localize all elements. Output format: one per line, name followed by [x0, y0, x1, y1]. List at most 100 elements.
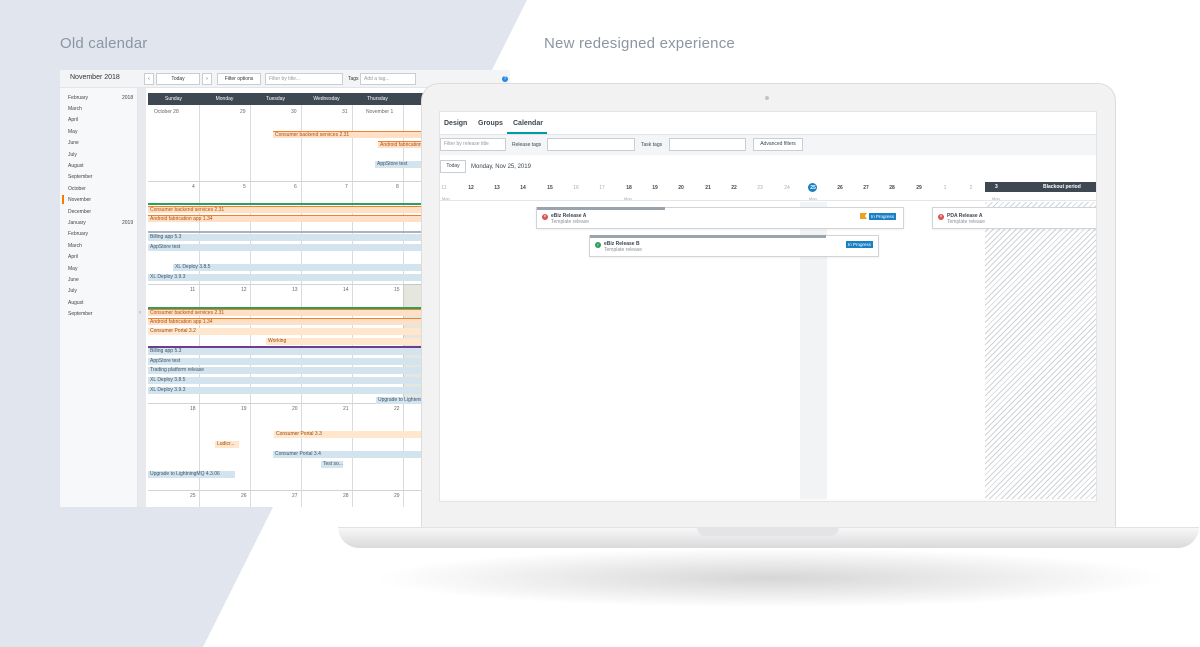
month-title: November 2018	[70, 74, 120, 81]
calendar-event[interactable]: XL Deploy 3.9.3	[148, 274, 510, 281]
task-tags-input[interactable]	[669, 138, 746, 151]
sidebar-month[interactable]: February	[68, 231, 89, 237]
day-number: 25	[190, 493, 196, 499]
day-number: 21	[343, 406, 349, 412]
calendar-event[interactable]: Android fabrication app 1.34	[148, 215, 510, 222]
help-icon[interactable]: ?	[502, 76, 508, 82]
day-number: 28	[343, 493, 349, 499]
calendar-event[interactable]: Working	[266, 338, 510, 345]
tab-divider	[440, 134, 1096, 135]
calendar-event[interactable]: Consumer Portal 3.2	[148, 328, 510, 335]
status-badge: In Progress	[846, 241, 874, 248]
release-title-filter-input[interactable]: Filter by release title	[440, 138, 506, 151]
release-subtitle: Template release	[947, 219, 986, 225]
calendar-event[interactable]: Trading platform release	[148, 367, 510, 374]
week-separator	[148, 490, 510, 491]
filter-options-button[interactable]: Filter options	[217, 73, 261, 85]
sidebar-month[interactable]: January	[68, 220, 86, 226]
sidebar-month[interactable]: September	[68, 174, 93, 180]
calendar-event[interactable]: Billing app 5.3	[148, 348, 510, 355]
day-label: 2	[969, 185, 973, 191]
sidebar-month[interactable]: March	[68, 106, 82, 112]
release-card[interactable]: × PDA Release A Template release	[932, 207, 1096, 229]
release-card[interactable]: ✓ eBiz Release B Template release In Pro…	[589, 235, 879, 257]
calendar-event[interactable]: Consumer backend services 2.31	[273, 131, 510, 138]
sidebar-month[interactable]: June	[68, 277, 79, 283]
calendar-event[interactable]: AppStore test	[148, 244, 510, 251]
today-button[interactable]: Today	[440, 160, 466, 173]
tags-input[interactable]: Add a tag...	[360, 73, 416, 85]
failed-status-icon: ×	[938, 214, 944, 220]
horizontal-scrollbar[interactable]	[440, 499, 1096, 501]
calendar-event[interactable]: Billing app 5.3	[148, 234, 510, 241]
day-label: 27	[863, 185, 869, 191]
week-separator	[148, 181, 510, 182]
sidebar-collapse-handle[interactable]: ‹	[138, 88, 146, 507]
blackout-period-header[interactable]: 3 Blackout period	[985, 182, 1096, 192]
calendar-event[interactable]: Upgrade to LightningMQ 4.3.06	[148, 471, 235, 478]
prev-month-button[interactable]: ‹	[144, 73, 154, 85]
day-header: Tuesday	[250, 93, 301, 105]
calendar-event[interactable]: Consumer Portal 3.4	[273, 451, 510, 458]
week-label: Mon	[442, 196, 450, 201]
advanced-filters-button[interactable]: Advanced filters	[753, 138, 803, 151]
calendar-event[interactable]: Android fabrication app 1.34	[148, 318, 510, 325]
sidebar-month-active[interactable]: November	[68, 197, 92, 203]
day-label: 23	[757, 185, 763, 191]
sidebar-month[interactable]: May	[68, 266, 78, 272]
day-number: 22	[394, 406, 400, 412]
sidebar-month[interactable]: December	[68, 209, 92, 215]
day-label: 12	[468, 185, 474, 191]
tab-groups[interactable]: Groups	[478, 120, 503, 127]
day-header-row: 11 12 13 14 15 16 17 18 19 20 21 22 23 2…	[440, 181, 1096, 201]
day-number: 29	[240, 109, 246, 115]
today-day-label: 25	[810, 185, 816, 191]
day-label: 22	[731, 185, 737, 191]
tags-label: Tags	[348, 76, 359, 82]
sidebar-month[interactable]: October	[68, 186, 86, 192]
status-strip	[148, 307, 510, 309]
today-button[interactable]: Today	[156, 73, 200, 85]
new-experience-heading: New redesigned experience	[544, 35, 735, 52]
status-strip	[148, 346, 510, 348]
day-number: 6	[294, 184, 297, 190]
filter-title-input[interactable]: Filter by title...	[265, 73, 343, 85]
calendar-event[interactable]: Consumer backend services 2.31	[148, 309, 510, 316]
calendar-event[interactable]: AppStore test	[148, 358, 510, 365]
sidebar-month[interactable]: March	[68, 243, 82, 249]
day-number: 29	[394, 493, 400, 499]
calendar-event[interactable]: Consumer backend services 2.31	[148, 206, 510, 213]
sidebar-month[interactable]: April	[68, 254, 79, 260]
sidebar-month[interactable]: April	[68, 117, 79, 123]
release-subtitle: Template release	[604, 247, 643, 253]
grid-line	[199, 105, 200, 507]
sidebar-month[interactable]: August	[68, 163, 84, 169]
next-month-button[interactable]: ›	[202, 73, 212, 85]
sidebar-month[interactable]: June	[68, 140, 79, 146]
day-label: 28	[889, 185, 895, 191]
day-label: 24	[784, 185, 790, 191]
release-tags-input[interactable]	[547, 138, 635, 151]
sidebar-month[interactable]: August	[68, 300, 84, 306]
sidebar-month[interactable]: May	[68, 129, 78, 135]
sidebar-month[interactable]: July	[68, 152, 77, 158]
calendar-event[interactable]: XL Deploy 3.8.5	[148, 377, 510, 384]
calendar-event[interactable]: Consumer Portal 3.3	[274, 431, 510, 438]
sidebar-month[interactable]: September	[68, 311, 93, 317]
sidebar-month[interactable]: February	[68, 95, 89, 101]
day-number: November 1	[366, 109, 394, 115]
day-label: 15	[547, 185, 553, 191]
day-label: 13	[494, 185, 500, 191]
day-number: 5	[243, 184, 246, 190]
calendar-event[interactable]: XL Deploy 3.8.5	[173, 264, 510, 271]
calendar-event[interactable]: XL Deploy 3.9.3	[148, 387, 510, 394]
calendar-event[interactable]: Test so...	[321, 461, 343, 468]
tab-design[interactable]: Design	[444, 120, 468, 127]
calendar-event[interactable]: Ludicr...	[215, 441, 239, 448]
release-card[interactable]: × eBiz Release A Template release In Pro…	[536, 207, 904, 229]
release-subtitle: Template release	[551, 219, 590, 225]
tab-calendar[interactable]: Calendar	[513, 120, 543, 127]
sidebar-month[interactable]: July	[68, 288, 77, 294]
grid-line	[301, 105, 302, 507]
